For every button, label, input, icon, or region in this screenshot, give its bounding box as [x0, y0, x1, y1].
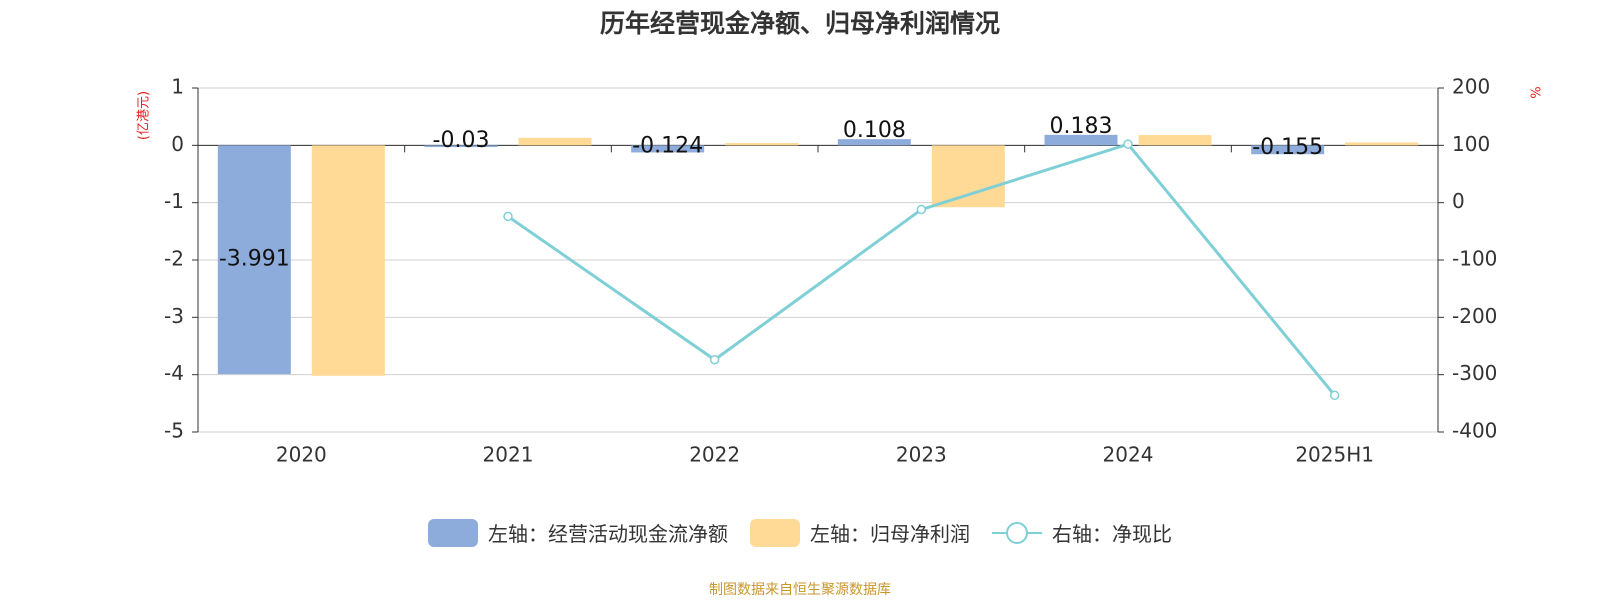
left-tick-label: -5 [164, 419, 184, 443]
net-profit-bar [518, 137, 592, 146]
cash-flow-bar [1251, 145, 1325, 155]
legend-item-cash-flow[interactable]: 左轴：经营活动现金流净额 [428, 518, 728, 547]
net-profit-bar [725, 143, 799, 146]
cash-flow-data-label: -0.03 [433, 128, 490, 153]
right-tick-label: -400 [1452, 419, 1497, 443]
cash-flow-data-label: -3.991 [219, 247, 290, 272]
cash-flow-bar [631, 145, 705, 153]
legend-item-ratio[interactable]: 右轴：净现比 [992, 518, 1172, 547]
legend-label-cash-flow: 左轴：经营活动现金流净额 [488, 522, 728, 546]
legend-item-net-profit[interactable]: 左轴：归母净利润 [750, 518, 970, 547]
right-tick-label: 100 [1452, 132, 1490, 156]
legend-label-net-profit: 左轴：归母净利润 [810, 522, 970, 546]
x-tick-label: 2021 [483, 443, 534, 467]
cash-flow-data-label: -0.124 [632, 133, 703, 158]
cash-flow-bar [424, 145, 498, 148]
cash-flow-data-label: -0.155 [1252, 135, 1323, 160]
left-tick-label: -1 [164, 189, 184, 213]
chart-title: 历年经营现金净额、归母净利润情况 [599, 9, 1000, 38]
left-tick-label: -2 [164, 247, 184, 271]
net-profit-swatch-icon [750, 518, 800, 547]
net-profit-bar [1345, 142, 1419, 146]
ratio-point [503, 211, 513, 222]
chart-plot: 1 0 -1 -2 -3 -4 -5 200 100 0 -100 -200 -300 -400 2020 2… [164, 75, 1497, 467]
data-source-note: 制图数据来自恒生聚源数据库 [709, 582, 891, 598]
legend-label-ratio: 右轴：净现比 [1052, 522, 1172, 546]
cash-flow-bar [837, 139, 911, 146]
x-tick-label: 2020 [276, 443, 327, 467]
cash-flow-data-label: 0.108 [843, 118, 906, 143]
ratio-line [507, 142, 1336, 397]
right-tick-label: -100 [1452, 247, 1497, 271]
x-tick-label: 2025H1 [1295, 443, 1374, 467]
net-profit-bar [931, 145, 1005, 208]
ratio-point [1329, 390, 1340, 401]
right-tick-label: -200 [1452, 304, 1497, 328]
left-tick-label: -4 [164, 361, 184, 385]
right-tick-label: -300 [1452, 361, 1497, 385]
cash-flow-data-label: 0.183 [1050, 114, 1113, 139]
right-tick-label: 200 [1452, 75, 1490, 99]
x-tick-label: 2022 [689, 443, 740, 467]
ratio-point [1123, 139, 1133, 149]
cash-flow-bar [1044, 134, 1118, 146]
ratio-point [709, 355, 720, 365]
net-profit-bar [311, 145, 385, 376]
x-tick-label: 2023 [896, 443, 947, 467]
left-tick-label: 1 [171, 75, 184, 99]
cash-flow-swatch-icon [428, 518, 478, 547]
left-tick-label: -3 [164, 304, 184, 328]
line-circle-marker-icon [992, 521, 1042, 544]
left-tick-label: 0 [171, 132, 184, 156]
x-tick-label: 2024 [1103, 443, 1154, 467]
cash-flow-bar [217, 145, 291, 375]
net-profit-bar [1138, 135, 1212, 146]
legend: 左轴：经营活动现金流净额 左轴：归母净利润 右轴：净现比 [0, 518, 1600, 547]
right-tick-label: 0 [1452, 189, 1465, 213]
ratio-point [916, 204, 927, 215]
